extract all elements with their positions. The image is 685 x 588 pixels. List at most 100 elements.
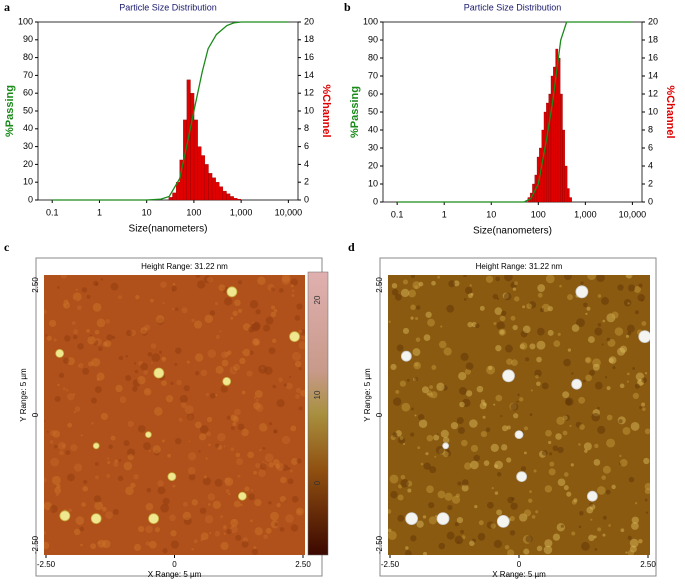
particle bbox=[222, 376, 232, 386]
afm-texture bbox=[258, 422, 268, 432]
afm-texture bbox=[412, 348, 421, 356]
afm-texture bbox=[162, 548, 168, 554]
histogram-bar bbox=[172, 192, 177, 201]
afm-texture bbox=[186, 360, 190, 364]
afm-texture bbox=[145, 502, 154, 511]
x-tick-label: 10 bbox=[142, 207, 152, 217]
y2-axis-label: %Channel bbox=[664, 85, 676, 138]
x-tick-label: 0.1 bbox=[391, 209, 404, 219]
afm-texture bbox=[217, 444, 223, 450]
afm-texture bbox=[396, 344, 404, 352]
afm-texture bbox=[593, 459, 601, 466]
afm-texture bbox=[560, 524, 564, 528]
afm-texture bbox=[578, 443, 581, 446]
afm-texture bbox=[464, 462, 472, 470]
afm-texture bbox=[458, 386, 467, 395]
afm-texture bbox=[57, 441, 67, 450]
afm-texture bbox=[229, 366, 238, 375]
afm-texture bbox=[507, 496, 514, 504]
afm-texture bbox=[606, 386, 611, 391]
afm-texture bbox=[253, 396, 256, 399]
afm-texture bbox=[537, 292, 543, 298]
afm-texture bbox=[268, 347, 276, 355]
afm-texture bbox=[397, 436, 406, 444]
afm-texture bbox=[425, 452, 429, 456]
afm-texture bbox=[204, 314, 214, 324]
histogram-bar bbox=[197, 146, 202, 201]
afm-texture bbox=[483, 402, 487, 407]
afm-texture bbox=[289, 375, 292, 378]
afm-texture bbox=[269, 422, 273, 426]
afm-texture bbox=[283, 499, 287, 503]
afm-texture bbox=[193, 539, 198, 544]
histogram-bar bbox=[237, 198, 242, 201]
afm-texture bbox=[108, 444, 113, 450]
afm-texture bbox=[183, 517, 192, 526]
afm-texture bbox=[198, 450, 201, 453]
afm-texture bbox=[564, 275, 572, 281]
afm-texture bbox=[57, 383, 60, 387]
afm-texture bbox=[271, 338, 277, 344]
afm-texture bbox=[400, 479, 409, 488]
afm-texture bbox=[496, 297, 500, 300]
afm-texture bbox=[264, 453, 274, 463]
afm-texture bbox=[220, 351, 228, 359]
x-tick-label: 0 bbox=[517, 560, 522, 569]
afm-texture bbox=[200, 369, 208, 377]
x-tick-label: 1,000 bbox=[574, 209, 597, 219]
afm-texture bbox=[157, 480, 164, 487]
afm-texture bbox=[522, 325, 531, 334]
afm-texture bbox=[620, 528, 625, 533]
afm-texture bbox=[144, 324, 151, 331]
afm-texture bbox=[634, 310, 639, 315]
afm-texture bbox=[254, 527, 263, 536]
afm-texture bbox=[623, 299, 632, 307]
particle bbox=[400, 350, 412, 362]
afm-texture bbox=[141, 329, 148, 336]
afm-texture bbox=[463, 298, 467, 301]
afm-texture bbox=[235, 534, 242, 541]
afm-texture bbox=[631, 516, 639, 524]
afm-texture bbox=[426, 392, 430, 396]
afm-texture bbox=[492, 293, 499, 300]
colorbar bbox=[307, 271, 329, 556]
y-tick-label: 2.50 bbox=[375, 277, 384, 293]
afm-texture bbox=[79, 526, 85, 532]
afm-texture bbox=[523, 426, 528, 431]
afm-image bbox=[388, 275, 650, 555]
afm-texture bbox=[643, 457, 650, 465]
afm-texture bbox=[118, 459, 122, 462]
afm-texture bbox=[519, 343, 525, 350]
afm-texture bbox=[54, 486, 62, 494]
afm-texture bbox=[81, 502, 86, 507]
afm-texture bbox=[400, 474, 406, 480]
y2-tick-label: 4 bbox=[304, 159, 309, 169]
afm-texture bbox=[105, 319, 110, 324]
afm-texture bbox=[294, 315, 301, 321]
afm-texture bbox=[270, 305, 276, 310]
afm-texture bbox=[290, 284, 294, 288]
afm-texture bbox=[531, 515, 536, 519]
panel-label: d bbox=[348, 240, 355, 254]
afm-texture bbox=[44, 477, 47, 483]
histogram-bar bbox=[562, 129, 565, 203]
afm-texture bbox=[170, 530, 177, 537]
afm-texture bbox=[428, 392, 434, 398]
afm-texture bbox=[597, 294, 602, 298]
histogram-bar bbox=[560, 93, 563, 203]
afm-texture bbox=[579, 424, 585, 430]
afm-texture bbox=[233, 500, 241, 508]
afm-texture bbox=[193, 320, 203, 329]
afm-texture bbox=[559, 284, 562, 288]
histogram-bar bbox=[211, 177, 216, 201]
afm-texture bbox=[295, 507, 304, 516]
afm-texture bbox=[597, 425, 606, 434]
afm-texture bbox=[390, 363, 397, 371]
afm-texture bbox=[265, 424, 268, 427]
afm-texture bbox=[597, 406, 600, 410]
afm-texture bbox=[638, 283, 643, 288]
afm-texture bbox=[209, 310, 216, 316]
afm-texture bbox=[53, 338, 57, 342]
afm-texture bbox=[435, 515, 438, 518]
afm-texture bbox=[233, 519, 236, 523]
